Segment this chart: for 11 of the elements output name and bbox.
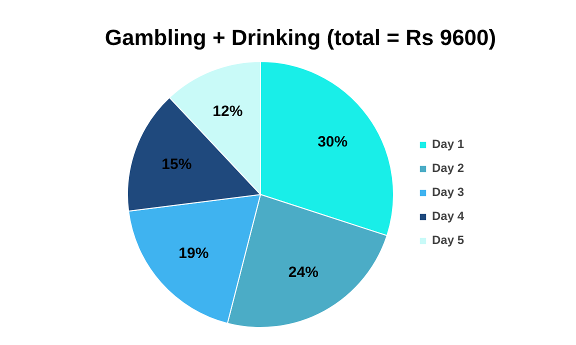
legend-label: Day 4	[432, 209, 464, 223]
legend-label: Day 2	[432, 161, 464, 175]
data-label: 15%	[162, 156, 192, 173]
data-label: 24%	[288, 264, 318, 282]
legend-label: Day 1	[432, 137, 464, 151]
chart-title: Gambling + Drinking (total = Rs 9600)	[104, 25, 496, 50]
legend-label: Day 3	[432, 185, 464, 199]
data-label: 12%	[212, 103, 243, 120]
data-label: 19%	[178, 244, 209, 262]
data-label: 30%	[318, 134, 348, 151]
legend-label: Day 5	[432, 233, 464, 247]
